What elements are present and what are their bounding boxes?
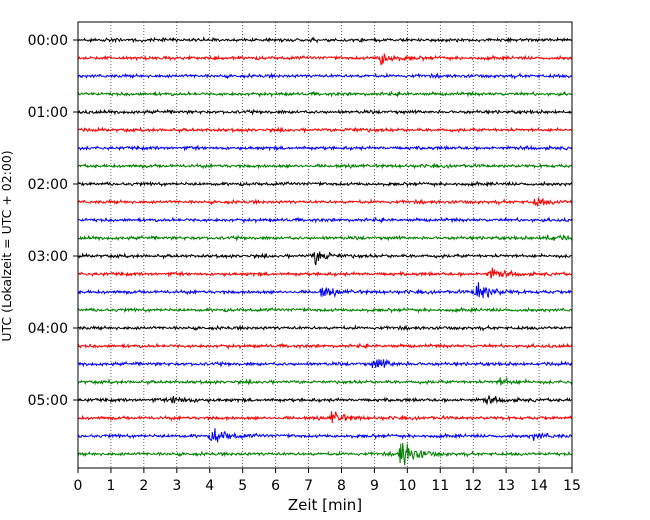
- x-tick-label: 2: [139, 478, 148, 494]
- x-axis-label: Zeit [min]: [288, 496, 362, 514]
- trace-row-9: [77, 197, 573, 207]
- trace-row-3: [77, 90, 573, 98]
- trace-row-2: [77, 72, 573, 80]
- x-axis-ticks: 0 1 2 3 4 5 6 7 8 9 10 11 12 13 14 15: [74, 468, 581, 494]
- x-tick-label: 3: [172, 478, 181, 494]
- trace-row-1: [77, 52, 573, 66]
- y-tick-label: 04:00: [28, 321, 68, 337]
- trace-row-12: [77, 251, 573, 266]
- x-tick-label: 7: [304, 478, 313, 494]
- y-axis-label: UTC (Lokalzeit = UTC + 02:00): [0, 150, 14, 341]
- x-tick-label: 6: [271, 478, 280, 494]
- y-tick-label: 00:00: [28, 33, 68, 49]
- x-tick-label: 0: [74, 478, 83, 494]
- trace-row-8: [77, 180, 573, 188]
- trace-row-15: [77, 306, 573, 314]
- trace-row-21: [77, 411, 573, 424]
- trace-row-18: [77, 358, 573, 368]
- trace-row-5: [77, 126, 573, 134]
- trace-row-22: [77, 428, 573, 443]
- grid-lines: [110, 22, 540, 468]
- y-tick-label: 03:00: [28, 249, 68, 265]
- trace-row-11: [77, 233, 573, 242]
- trace-row-14: [77, 282, 573, 299]
- x-tick-label: 14: [530, 478, 548, 494]
- y-tick-label: 01:00: [28, 105, 68, 121]
- y-tick-label: 05:00: [28, 393, 68, 409]
- trace-row-20: [77, 395, 573, 405]
- x-tick-label: 11: [431, 478, 449, 494]
- x-tick-label: 4: [205, 478, 214, 494]
- trace-row-4: [77, 108, 573, 116]
- x-tick-label: 15: [563, 478, 581, 494]
- trace-row-23: [77, 442, 573, 466]
- plot-frame: [77, 21, 573, 469]
- x-tick-label: 9: [370, 478, 379, 494]
- x-tick-label: 8: [337, 478, 346, 494]
- x-tick-label: 12: [464, 478, 482, 494]
- seismic-traces: [77, 35, 573, 466]
- trace-row-10: [77, 216, 573, 224]
- trace-row-16: [77, 324, 573, 332]
- trace-row-7: [77, 162, 573, 170]
- x-tick-label: 13: [497, 478, 515, 494]
- x-tick-label: 5: [238, 478, 247, 494]
- trace-row-0: [77, 35, 573, 44]
- x-tick-label: 1: [106, 478, 115, 494]
- trace-row-6: [77, 144, 573, 152]
- y-tick-label: 02:00: [28, 177, 68, 193]
- trace-row-19: [77, 376, 573, 386]
- trace-row-17: [77, 342, 573, 350]
- x-tick-label: 10: [398, 478, 416, 494]
- trace-row-13: [77, 267, 573, 279]
- y-axis-ticks: 00:00 01:00 02:00 03:00 04:00 05:00: [28, 33, 78, 409]
